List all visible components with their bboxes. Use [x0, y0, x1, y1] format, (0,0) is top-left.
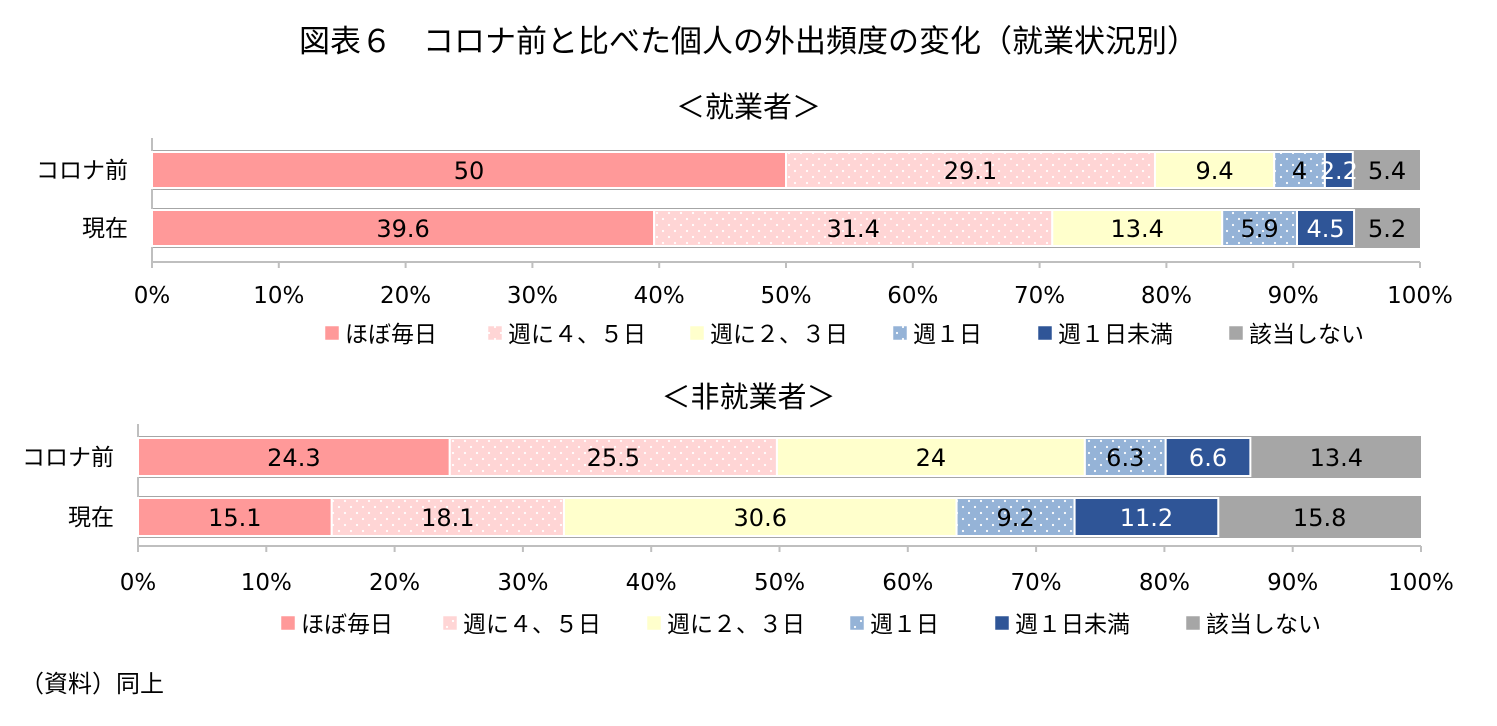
- data-label: 31.4: [826, 215, 879, 243]
- category-label: コロナ前: [36, 158, 128, 184]
- data-label: 39.6: [376, 215, 429, 243]
- data-label: 4: [1292, 157, 1307, 185]
- legend-swatch: [646, 615, 662, 631]
- x-tick-label: 80%: [1141, 283, 1192, 309]
- x-tick-label: 50%: [754, 570, 805, 596]
- legend-label: 週１日未満: [1058, 322, 1173, 348]
- data-label: 4.5: [1306, 215, 1344, 243]
- data-label: 13.4: [1111, 215, 1164, 243]
- bar-segment: [1296, 209, 1356, 247]
- bar-segment: [1221, 209, 1299, 247]
- data-label: 24: [916, 444, 947, 472]
- legend-swatch: [324, 325, 340, 341]
- data-label: 30.6: [734, 504, 787, 532]
- x-tick-label: 40%: [634, 283, 685, 309]
- legend-label: ほぼ毎日: [345, 322, 437, 348]
- category-label: コロナ前: [22, 445, 114, 471]
- x-tick-label: 90%: [1268, 283, 1319, 309]
- legend-swatch: [487, 325, 503, 341]
- x-tick-label: 60%: [887, 283, 938, 309]
- chart-workers: 0% 10% 20% 30% 40% 50% 60% 70% 80% 90% 100% コロナ前 50 2…: [36, 138, 1453, 348]
- chart-non-workers: 0% 10% 20% 30% 40% 50% 60% 70% 80% 90% 100% コロナ前 24.…: [22, 424, 1454, 638]
- bar-segment: [775, 437, 1086, 477]
- data-label: 25.5: [587, 444, 640, 472]
- x-tick-label: 0%: [134, 283, 171, 309]
- data-label: 9.2: [996, 504, 1034, 532]
- x-tick-label: 100%: [1388, 570, 1454, 596]
- data-label: 24.3: [267, 444, 320, 472]
- legend-label: ほぼ毎日: [301, 612, 393, 638]
- bar-segment: [448, 437, 778, 477]
- data-label: 6.3: [1106, 444, 1144, 472]
- data-label: 18.1: [421, 504, 474, 532]
- legend-swatch: [1228, 325, 1244, 341]
- bar-segment: [1083, 437, 1167, 477]
- legend-swatch: [442, 615, 458, 631]
- legend-swatch: [849, 615, 865, 631]
- legend-swatch: [994, 615, 1010, 631]
- bar-segment: [653, 209, 1054, 247]
- data-label: 5.2: [1368, 215, 1406, 243]
- legend-swatch: [1037, 325, 1053, 341]
- data-label: 5.4: [1368, 157, 1406, 185]
- x-tick-label: 20%: [369, 570, 420, 596]
- bar-segment: [330, 497, 565, 537]
- bar-segment: [1073, 497, 1220, 537]
- x-tick-label: 40%: [626, 570, 677, 596]
- x-tick-label: 60%: [882, 570, 933, 596]
- bar-segment: [562, 497, 958, 537]
- legend-swatch: [689, 325, 705, 341]
- data-label: 15.8: [1293, 504, 1346, 532]
- x-tick-label: 50%: [760, 283, 811, 309]
- x-tick-label: 10%: [253, 283, 304, 309]
- data-label: 50: [454, 157, 485, 185]
- data-label: 5.9: [1241, 215, 1279, 243]
- data-label: 29.1: [944, 157, 997, 185]
- x-tick-label: 20%: [380, 283, 431, 309]
- main-title: 図表６ コロナ前と比べた個人の外出頻度の変化（就業状況別）: [299, 24, 1198, 60]
- x-tick-label: 10%: [241, 570, 292, 596]
- x-tick-label: 30%: [497, 570, 548, 596]
- chart-title-non-workers: ＜非就業者＞: [661, 380, 836, 414]
- data-label: 9.4: [1195, 157, 1233, 185]
- x-tick-label: 100%: [1387, 283, 1453, 309]
- x-tick-label: 30%: [507, 283, 558, 309]
- bar-segment: [151, 151, 787, 189]
- legend-label: 週１日: [870, 612, 939, 638]
- bar-segment: [1153, 151, 1276, 189]
- source-note: （資料）同上: [20, 670, 164, 698]
- category-label: 現在: [82, 216, 128, 242]
- data-label: 13.4: [1310, 444, 1363, 472]
- legend-swatch: [892, 325, 908, 341]
- bar-segment: [137, 437, 451, 477]
- legend-swatch: [280, 615, 296, 631]
- bar-segment: [1323, 151, 1354, 189]
- x-tick-label: 90%: [1267, 570, 1318, 596]
- legend-label: 該当しない: [1249, 322, 1364, 348]
- data-label: 15.1: [208, 504, 261, 532]
- legend-label: 該当しない: [1206, 612, 1321, 638]
- category-label: 現在: [68, 505, 114, 531]
- legend-label: 週に２、３日: [667, 612, 805, 638]
- x-tick-label: 0%: [120, 570, 157, 596]
- legend-swatch: [1185, 615, 1201, 631]
- legend-label: 週１日: [913, 322, 982, 348]
- legend-label: 週に４、５日: [508, 322, 646, 348]
- chart-title-workers: ＜就業者＞: [675, 90, 821, 124]
- data-label: 2.2: [1320, 157, 1358, 185]
- x-tick-label: 70%: [1011, 570, 1062, 596]
- data-label: 6.6: [1189, 444, 1227, 472]
- legend-label: 週に４、５日: [463, 612, 601, 638]
- data-label: 11.2: [1120, 504, 1173, 532]
- legend-label: 週１日未満: [1015, 612, 1130, 638]
- bar-segment: [1164, 437, 1252, 477]
- x-tick-label: 80%: [1139, 570, 1190, 596]
- legend-label: 週に２、３日: [710, 322, 848, 348]
- x-tick-label: 70%: [1014, 283, 1065, 309]
